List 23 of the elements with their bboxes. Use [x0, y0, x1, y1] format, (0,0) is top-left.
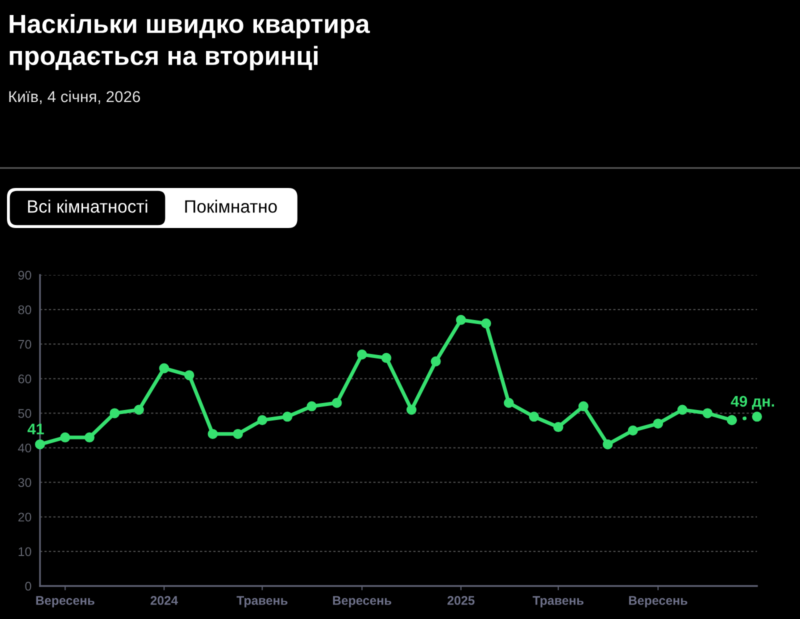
y-tick-label: 10 — [18, 547, 32, 556]
x-tick-label: Травень — [532, 596, 584, 608]
chart-title: Наскільки швидко квартира продається на вторинці — [10, 14, 370, 70]
y-tick-label: 0 — [25, 582, 32, 591]
x-tick-label: Вересень — [36, 596, 94, 608]
y-tick-label: 90 — [18, 270, 32, 280]
x-tick-label: Травень — [236, 596, 288, 608]
y-tick-label: 50 — [18, 409, 32, 418]
data-label: 41 — [28, 424, 44, 434]
y-tick-label: 80 — [18, 305, 32, 314]
y-tick-label: 70 — [18, 340, 32, 349]
y-tick-label: 40 — [18, 444, 32, 452]
data-label: 49 дн. — [730, 396, 774, 410]
x-tick-label: Вересень — [629, 596, 688, 608]
chart-subtitle: Київ, 4 січня, 2026 — [9, 90, 140, 104]
x-tick-label: 2025 — [447, 596, 475, 605]
y-tick-label: 60 — [18, 374, 32, 384]
x-tick-label: Вересень — [333, 596, 392, 608]
text: Всі кімнатності — [28, 200, 148, 213]
y-tick-label: 30 — [18, 478, 32, 487]
y-tick-label: 20 — [18, 512, 32, 522]
x-tick-label: 2024 — [150, 596, 178, 605]
text: Покімнатно — [185, 200, 277, 213]
